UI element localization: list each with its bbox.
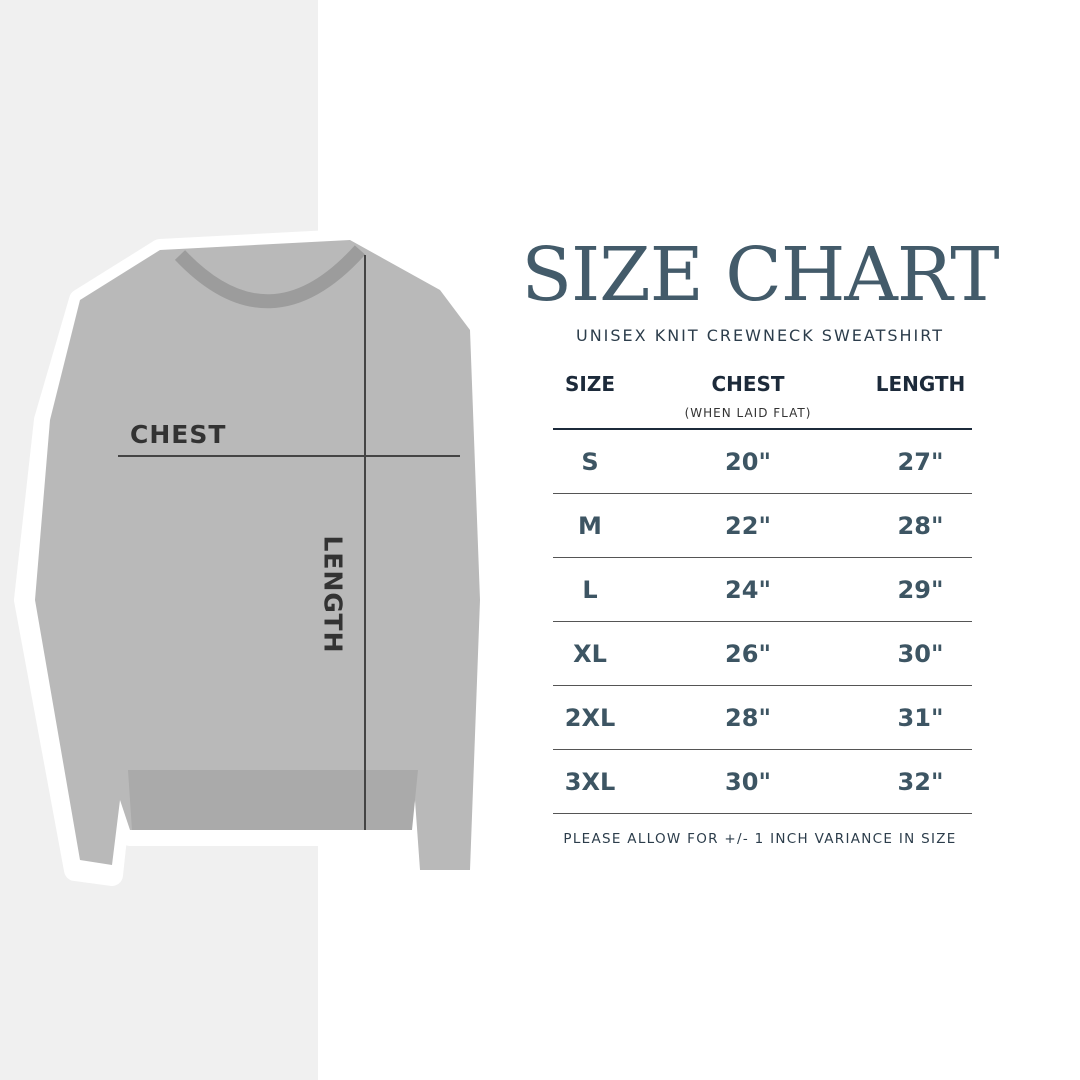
chest-cell: 24": [725, 575, 771, 604]
table-row: M 22" 28": [553, 494, 972, 558]
length-cell: 32": [897, 767, 944, 796]
sweater-hem: [128, 770, 418, 830]
length-cell: 30": [897, 639, 944, 668]
sweater-body: [35, 240, 480, 870]
table-row: 2XL 28" 31": [553, 686, 972, 750]
size-table: SIZE CHEST LENGTH (WHEN LAID FLAT) S 20" 2…: [553, 368, 972, 814]
sweater-neckline: [174, 245, 366, 309]
length-label: LENGTH: [318, 535, 348, 654]
table-row: L 24" 29": [553, 558, 972, 622]
header-chest: CHEST: [711, 372, 785, 396]
page-title: SIZE CHART: [521, 232, 999, 318]
size-cell: S: [581, 447, 599, 476]
header-length: LENGTH: [875, 372, 966, 396]
chest-cell: 28": [725, 703, 771, 732]
chest-cell: 22": [725, 511, 771, 540]
length-cell: 27": [897, 447, 944, 476]
length-cell: 28": [897, 511, 944, 540]
size-cell: XL: [573, 639, 607, 668]
chest-cell: 30": [725, 767, 771, 796]
size-cell: L: [582, 575, 598, 604]
table-row: S 20" 27": [553, 430, 972, 494]
size-cell: 2XL: [564, 703, 616, 732]
chest-cell: 20": [725, 447, 771, 476]
chest-cell: 26": [725, 639, 771, 668]
header-size: SIZE: [564, 372, 615, 396]
chest-note: (WHEN LAID FLAT): [684, 406, 812, 420]
size-cell: M: [578, 511, 602, 540]
variance-note: PLEASE ALLOW FOR +/- 1 INCH VARIANCE IN …: [563, 831, 957, 847]
table-row: 3XL 30" 32": [553, 750, 972, 814]
table-row: XL 26" 30": [553, 622, 972, 686]
sweater-illustration: [14, 229, 491, 891]
table-header: SIZE CHEST LENGTH (WHEN LAID FLAT): [553, 368, 972, 430]
chest-label: CHEST: [130, 420, 227, 449]
size-cell: 3XL: [564, 767, 616, 796]
length-cell: 29": [897, 575, 944, 604]
length-cell: 31": [897, 703, 944, 732]
subtitle: UNISEX KNIT CREWNECK SWEATSHIRT: [576, 326, 944, 345]
